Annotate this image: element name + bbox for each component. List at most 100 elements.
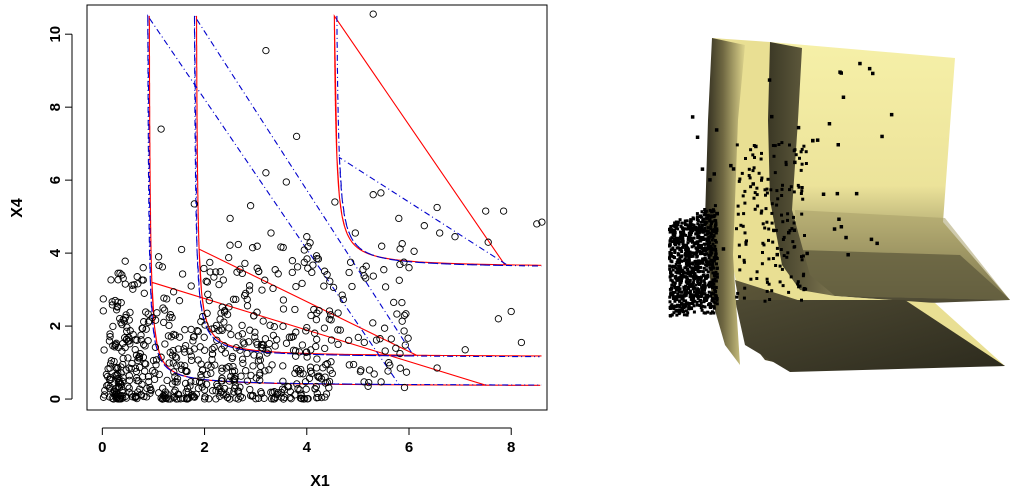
- cloud-point: [690, 266, 694, 270]
- scatter-point: [270, 388, 278, 396]
- cloud-point: [670, 230, 674, 234]
- cloud-point: [801, 274, 805, 278]
- cloud-point: [683, 219, 687, 223]
- scatter-point: [320, 267, 329, 275]
- cloud-point: [747, 167, 751, 171]
- scatter-point: [306, 367, 315, 375]
- scatter-point: [288, 257, 297, 265]
- scatter-point: [293, 263, 302, 271]
- cloud-point: [699, 259, 703, 263]
- cloud-point: [698, 229, 702, 233]
- cloud-point: [710, 221, 713, 225]
- cloud-point: [669, 248, 673, 252]
- scatter-point: [190, 345, 198, 353]
- cloud-point: [670, 228, 674, 232]
- scatter-point: [369, 319, 377, 327]
- cloud-point: [711, 261, 715, 265]
- scatter-point: [398, 298, 406, 307]
- cloud-point: [712, 215, 716, 219]
- cloud-point: [675, 295, 679, 299]
- scatter-point: [233, 268, 241, 276]
- scatter-point: [420, 222, 428, 230]
- scatter-point: [387, 335, 395, 343]
- cloud-point: [715, 302, 719, 306]
- scatter-point: [351, 229, 359, 237]
- scatter-point: [163, 295, 171, 303]
- scatter-point: [158, 263, 167, 271]
- scatter-point: [189, 392, 197, 401]
- scatter-point: [128, 281, 136, 289]
- scatter-point: [228, 368, 237, 376]
- scatter-point: [494, 315, 503, 323]
- cloud-point: [688, 224, 692, 228]
- cloud-point: [771, 144, 775, 147]
- scatter-point: [228, 354, 236, 362]
- cloud-point: [715, 298, 719, 302]
- cloud-point: [792, 190, 796, 194]
- scatter-point: [400, 383, 409, 392]
- scatter-point: [306, 363, 315, 371]
- scatter-point: [251, 328, 259, 336]
- cloud-point: [671, 291, 675, 295]
- cloud-point: [772, 154, 776, 158]
- cloud-point: [670, 279, 674, 283]
- cloud-point: [679, 233, 683, 237]
- cloud-point: [684, 249, 688, 253]
- scatter-point: [229, 362, 237, 371]
- cloud-point: [699, 276, 703, 280]
- cloud-point: [709, 311, 713, 315]
- scatter-point: [186, 347, 194, 356]
- cloud-point: [683, 303, 687, 307]
- scatter-point: [213, 382, 222, 391]
- cloud-point: [760, 262, 764, 266]
- cloud-point: [703, 288, 706, 292]
- scatter-point: [461, 346, 469, 354]
- cloud-point: [770, 211, 774, 215]
- cloud-point: [699, 220, 703, 224]
- scatter-point: [181, 379, 190, 388]
- cloud-point: [771, 257, 775, 260]
- cloud-point: [686, 267, 689, 271]
- scatter-point: [110, 388, 119, 396]
- scatter-point: [263, 349, 271, 357]
- cloud-point: [699, 301, 703, 305]
- cloud-point: [841, 95, 846, 99]
- scatter-point: [182, 367, 190, 375]
- cloud-point: [695, 275, 699, 279]
- scatter-point: [177, 245, 186, 254]
- scatter-point: [175, 297, 184, 305]
- cloud-point: [787, 290, 791, 294]
- cloud-point: [675, 286, 679, 290]
- scatter-point: [243, 349, 251, 358]
- cloud-point: [683, 227, 686, 231]
- cloud-point: [756, 204, 760, 208]
- surface-3d: [668, 38, 1010, 372]
- scatter-point: [169, 346, 177, 355]
- cloud-point: [680, 221, 684, 225]
- cloud-point: [780, 267, 784, 271]
- scatter-point: [117, 363, 125, 371]
- cloud-point: [679, 247, 683, 251]
- cloud-point: [800, 162, 804, 166]
- cloud-point: [712, 259, 716, 263]
- cloud-point: [687, 285, 690, 289]
- cloud-point: [800, 147, 804, 151]
- cloud-point: [677, 242, 681, 246]
- scatter-point: [171, 373, 179, 381]
- cloud-point: [715, 262, 718, 266]
- scatter-point: [320, 324, 329, 332]
- cloud-point: [694, 252, 698, 256]
- scatter-point: [297, 365, 305, 374]
- scatter-point: [377, 189, 385, 197]
- scatter-point: [200, 346, 209, 354]
- surface-floor: [735, 300, 1005, 372]
- cloud-point: [799, 150, 803, 154]
- cloud-point: [669, 271, 673, 275]
- cloud-point: [774, 264, 778, 267]
- scatter-point: [270, 395, 278, 403]
- scatter-point: [159, 304, 167, 312]
- cloud-point: [737, 179, 741, 183]
- scatter-point: [273, 335, 281, 344]
- scatter-point: [248, 244, 257, 252]
- cloud-point: [737, 243, 741, 247]
